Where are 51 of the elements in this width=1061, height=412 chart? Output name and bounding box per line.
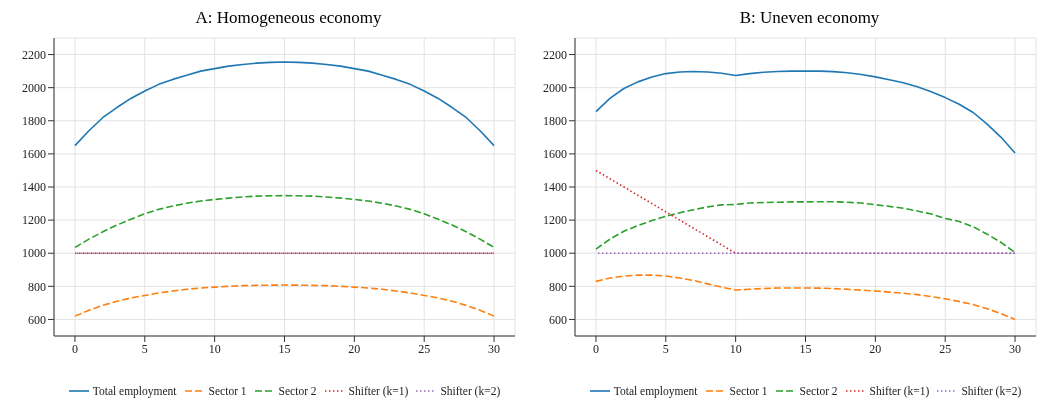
line-series <box>595 169 1016 255</box>
x-tick-label: 20 <box>869 341 882 356</box>
y-tick-label: 800 <box>28 279 46 294</box>
y-tick-label: 2200 <box>22 47 46 62</box>
line-series <box>74 61 495 147</box>
line-series <box>595 200 1016 254</box>
legend-label: Shifter (k=1) <box>869 385 930 397</box>
x-tick-label: 25 <box>418 341 431 356</box>
y-tick-label: 1800 <box>543 114 567 129</box>
line-series <box>595 70 1016 154</box>
legend-label: Shifter (k=2) <box>440 385 501 397</box>
x-tick-label: 10 <box>208 341 221 356</box>
y-tick-label: 1200 <box>22 213 46 228</box>
x-tick-label: 30 <box>1009 341 1022 356</box>
line-series <box>74 194 495 249</box>
y-tick-label: 1000 <box>543 246 567 261</box>
y-tick-label: 1400 <box>543 180 567 195</box>
x-tick-label: 15 <box>799 341 812 356</box>
x-tick-label: 30 <box>488 341 501 356</box>
legend-label: Sector 2 <box>799 385 838 397</box>
y-tick-label: 1800 <box>22 114 46 129</box>
legend-label: Sector 1 <box>729 385 768 397</box>
x-tick-label: 0 <box>592 341 599 356</box>
x-tick-label: 5 <box>141 341 148 356</box>
y-tick-label: 600 <box>549 312 567 327</box>
x-tick-label: 5 <box>662 341 669 356</box>
legend-label: Shifter (k=2) <box>961 385 1022 397</box>
y-tick-label: 1600 <box>543 147 567 162</box>
line-series <box>74 284 495 317</box>
legend-label: Sector 2 <box>278 385 317 397</box>
y-tick-label: 2000 <box>22 80 46 95</box>
legend-label: Total employment <box>613 385 698 397</box>
line-series <box>595 274 1016 321</box>
y-tick-label: 600 <box>28 312 46 327</box>
legend-label: Total employment <box>92 385 177 397</box>
x-tick-label: 0 <box>71 341 78 356</box>
x-tick-label: 20 <box>348 341 361 356</box>
y-tick-label: 1200 <box>543 213 567 228</box>
y-tick-label: 2200 <box>543 47 567 62</box>
x-tick-label: 25 <box>939 341 952 356</box>
legend-label: Sector 1 <box>208 385 247 397</box>
y-tick-label: 1600 <box>22 147 46 162</box>
y-tick-label: 2000 <box>543 80 567 95</box>
x-tick-label: 10 <box>729 341 742 356</box>
x-tick-label: 15 <box>278 341 291 356</box>
y-tick-label: 800 <box>549 279 567 294</box>
y-tick-label: 1000 <box>22 246 46 261</box>
chart-title: B: Uneven economy <box>738 8 881 29</box>
y-tick-label: 1400 <box>22 180 46 195</box>
chart-title: A: Homogeneous economy <box>194 8 383 29</box>
legend-label: Shifter (k=1) <box>348 385 409 397</box>
